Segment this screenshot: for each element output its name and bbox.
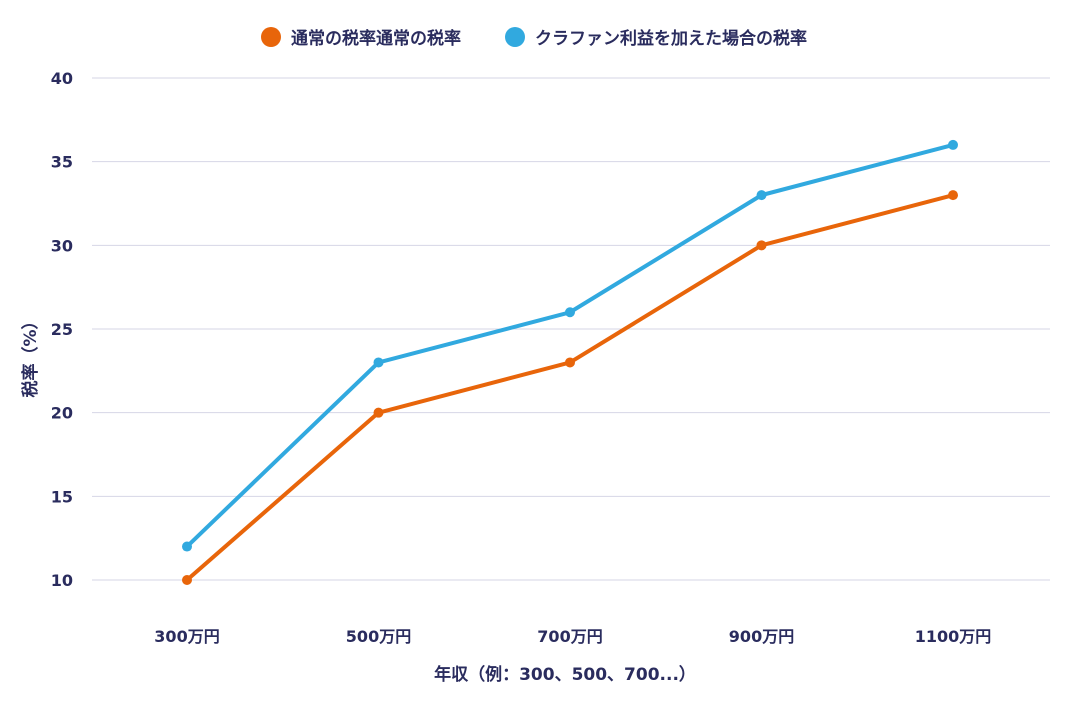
x-axis-ticks: 300万円 500万円 700万円 900万円 1100万円 — [154, 627, 991, 646]
data-point-0-2 — [565, 357, 575, 368]
y-axis-ticks: 10 15 20 25 30 35 40 — [51, 69, 73, 590]
series-line-0 — [185, 193, 955, 582]
data-point-1-0 — [182, 541, 192, 552]
data-point-0-0 — [182, 575, 192, 585]
legend-swatch-series-1 — [505, 26, 525, 47]
legend-label-series-1: クラファン利益を加えた場合の税率 — [535, 29, 807, 49]
x-tick-label-0: 300万円 — [154, 627, 219, 646]
y-axis-title: 税率（%） — [20, 312, 41, 397]
data-point-1-2 — [565, 307, 575, 318]
series-layer — [182, 139, 958, 585]
data-point-1-4 — [948, 139, 958, 150]
legend-label-series-0: 通常の税率通常の税率 — [291, 29, 461, 49]
data-point-0-3 — [756, 240, 767, 251]
data-point-0-4 — [948, 190, 958, 201]
y-tick-label-30: 30 — [51, 236, 73, 255]
y-tick-label-25: 25 — [51, 320, 73, 339]
y-tick-label-35: 35 — [51, 153, 73, 172]
x-tick-label-3: 900万円 — [729, 627, 794, 646]
x-axis-title: 年収（例：300、500、700...） — [434, 664, 696, 685]
data-point-1-3 — [756, 190, 767, 201]
series-line-1 — [185, 142, 955, 549]
legend-swatch-series-0 — [261, 26, 281, 47]
series-0 — [182, 190, 958, 585]
x-tick-label-1: 500万円 — [346, 627, 411, 646]
x-tick-label-2: 700万円 — [537, 627, 602, 646]
data-point-0-1 — [373, 407, 384, 418]
y-tick-label-20: 20 — [51, 404, 73, 423]
chart-legend: 通常の税率通常の税率 クラファン利益を加えた場合の税率 — [0, 24, 1068, 49]
x-tick-label-4: 1100万円 — [915, 627, 992, 646]
grid-lines — [92, 77, 1050, 581]
y-tick-label-40: 40 — [51, 69, 73, 88]
legend-item-series-0: 通常の税率通常の税率 — [261, 24, 461, 49]
y-tick-label-15: 15 — [51, 487, 73, 506]
legend-item-series-1: クラファン利益を加えた場合の税率 — [505, 24, 807, 49]
data-point-1-1 — [373, 357, 384, 368]
series-1 — [182, 139, 958, 552]
y-tick-label-10: 10 — [51, 571, 73, 590]
